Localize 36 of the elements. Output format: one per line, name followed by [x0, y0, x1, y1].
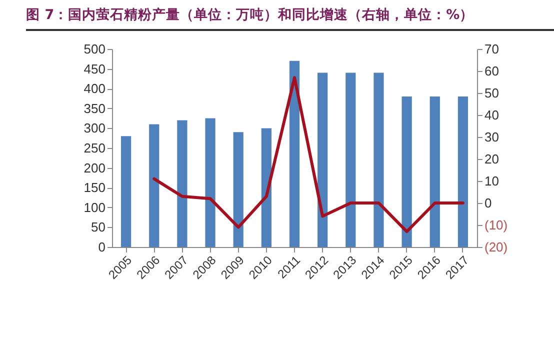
y2-tick-label: (10): [484, 218, 508, 232]
y2-tick-label: (20): [484, 240, 508, 254]
y2-tick-label: 70: [484, 42, 499, 56]
y-tick-label: 200: [84, 160, 106, 176]
bar: [261, 128, 272, 247]
bar: [374, 72, 384, 247]
bar: [205, 118, 216, 247]
y2-tick-label: 40: [484, 108, 499, 122]
y-tick-label: 250: [84, 140, 106, 156]
y-tick-label: 300: [84, 120, 106, 136]
y-tick-label: 0: [98, 240, 106, 254]
bar: [289, 60, 300, 247]
y2-tick-label: 50: [484, 86, 499, 100]
bar: [233, 132, 244, 247]
chart-title: 图 7：国内萤石精粉产量（单位：万吨）和同比增速（右轴，单位：%）: [26, 6, 554, 31]
y-tick-label: 450: [84, 61, 106, 76]
bar: [402, 96, 412, 247]
bar: [318, 72, 328, 247]
bar: [120, 136, 132, 247]
y2-tick-label: 10: [484, 174, 499, 188]
y-tick-label: 400: [84, 81, 106, 96]
y-tick-label: 50: [91, 220, 106, 235]
bar: [430, 96, 440, 247]
bar: [346, 72, 356, 247]
y2-tick-label: 0: [484, 196, 492, 210]
y2-tick-label: 60: [484, 64, 499, 78]
bar: [177, 120, 188, 247]
y-tick-label: 150: [84, 180, 106, 196]
line-series: [152, 76, 464, 234]
y2-tick-label: 30: [484, 130, 499, 144]
y-tick-label: 500: [84, 42, 106, 56]
y2-tick-label: 20: [484, 152, 499, 166]
y-tick-label: 350: [84, 100, 106, 116]
y-tick-label: 100: [84, 200, 106, 215]
bar: [149, 124, 160, 247]
bar: [458, 96, 468, 247]
